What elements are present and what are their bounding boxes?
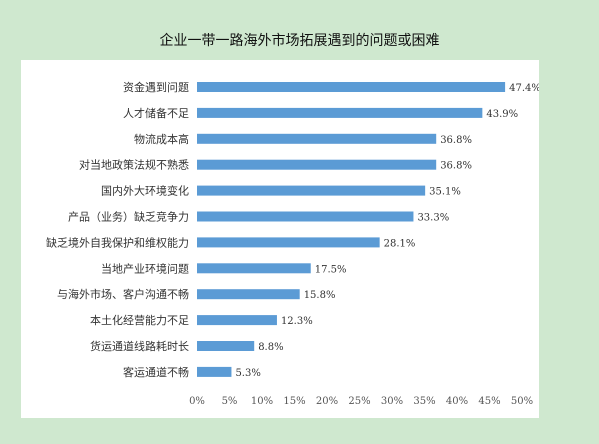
bar xyxy=(197,185,426,196)
chart-title: 企业一带一路海外市场拓展遇到的问题或困难 xyxy=(159,33,440,49)
category-label: 产品（业务）缺乏竞争力 xyxy=(68,210,189,224)
x-tick-label: 40% xyxy=(446,396,468,407)
category-label: 资金遇到问题 xyxy=(123,80,189,94)
bar xyxy=(197,315,277,326)
category-label: 物流成本高 xyxy=(134,132,189,146)
category-label: 货运通道线路耗时长 xyxy=(90,339,189,353)
value-label: 8.8% xyxy=(258,342,283,353)
value-label: 36.8% xyxy=(440,135,472,146)
bar xyxy=(197,341,255,351)
x-tick-label: 45% xyxy=(478,396,500,407)
chart-panel: 资金遇到问题 人才储备不足物流成本高对当地政策法规不熟悉国内外大环境变化产品（业务… xyxy=(21,60,539,418)
value-label: 12.3% xyxy=(281,316,313,327)
value-label: 5.3% xyxy=(235,368,260,379)
value-label: 47.4% xyxy=(509,83,539,94)
x-tick-label: 25% xyxy=(348,396,370,407)
category-label: 缺乏境外自我保护和维权能力 xyxy=(46,235,189,249)
value-label: 36.8% xyxy=(440,161,472,172)
category-labels-layer: 资金遇到问题人才储备不足物流成本高对当地政策法规不熟悉国内外大环境变化产品（业务… xyxy=(46,80,189,379)
bar xyxy=(197,366,232,377)
x-tick-label: 50% xyxy=(511,396,533,407)
value-label: 33.3% xyxy=(417,213,449,224)
value-label: 28.1% xyxy=(384,238,416,249)
value-labels-layer: 47.4% 43.9% 36.8% 36.8% 35.1% 33.3% 28.1% 17.5%… xyxy=(235,83,539,379)
category-label: 对当地政策法规不熟悉 xyxy=(79,158,189,172)
x-tick-label: 30% xyxy=(381,396,403,407)
x-axis-ticks-layer: 0% 5% 10% 15% 20% 25% 30% 35% 40% 45% 50% xyxy=(189,396,533,407)
value-label: 17.5% xyxy=(315,264,347,275)
x-tick-label: 0% xyxy=(189,396,205,407)
value-label: 15.8% xyxy=(304,290,336,301)
bar-chart: 资金遇到问题人才储备不足物流成本高对当地政策法规不熟悉国内外大环境变化产品（业务… xyxy=(46,80,539,407)
bar xyxy=(197,289,300,300)
x-tick-label: 35% xyxy=(413,396,435,407)
bar xyxy=(197,107,483,118)
x-tick-label: 5% xyxy=(222,396,238,407)
category-label: 本土化经营能力不足 xyxy=(90,313,189,327)
category-label: 国内外大环境变化 xyxy=(101,184,189,198)
x-tick-label: 20% xyxy=(316,396,338,407)
bars-layer xyxy=(197,82,506,377)
bar xyxy=(197,82,506,92)
value-label: 35.1% xyxy=(429,187,461,198)
x-tick-label: 15% xyxy=(283,396,305,407)
x-tick-label: 10% xyxy=(251,396,273,407)
bar xyxy=(197,133,437,144)
bar xyxy=(197,211,414,222)
bar xyxy=(197,237,380,248)
category-label: 客运通道不畅 xyxy=(123,365,189,379)
bar xyxy=(197,159,437,170)
category-label: 人才储备不足 xyxy=(123,106,189,120)
value-label: 43.9% xyxy=(486,109,518,120)
category-label: 与海外市场、客户沟通不畅 xyxy=(57,287,189,301)
category-label: 当地产业环境问题 xyxy=(101,261,189,275)
bar xyxy=(197,263,311,274)
